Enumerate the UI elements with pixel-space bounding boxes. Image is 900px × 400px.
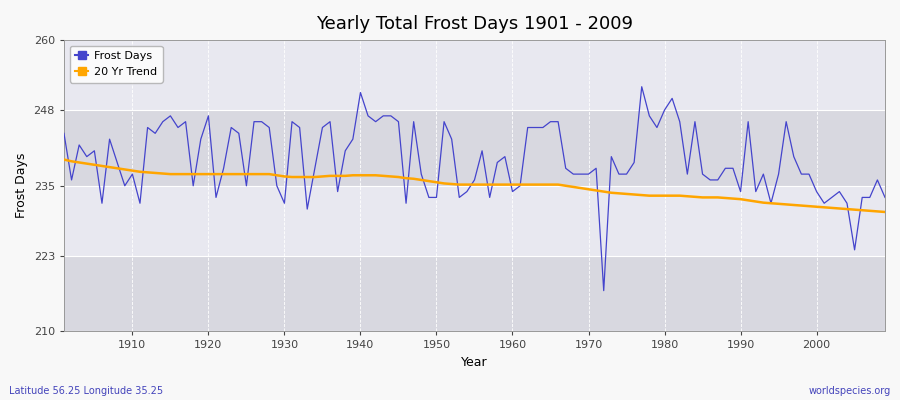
Y-axis label: Frost Days: Frost Days	[15, 153, 28, 218]
Text: worldspecies.org: worldspecies.org	[809, 386, 891, 396]
Bar	[64, 40, 885, 110]
Bar	[64, 186, 885, 256]
Title: Yearly Total Frost Days 1901 - 2009: Yearly Total Frost Days 1901 - 2009	[316, 15, 633, 33]
Legend: Frost Days, 20 Yr Trend: Frost Days, 20 Yr Trend	[69, 46, 163, 82]
Text: Latitude 56.25 Longitude 35.25: Latitude 56.25 Longitude 35.25	[9, 386, 163, 396]
X-axis label: Year: Year	[461, 356, 488, 369]
Bar	[64, 110, 885, 186]
Bar	[64, 256, 885, 332]
